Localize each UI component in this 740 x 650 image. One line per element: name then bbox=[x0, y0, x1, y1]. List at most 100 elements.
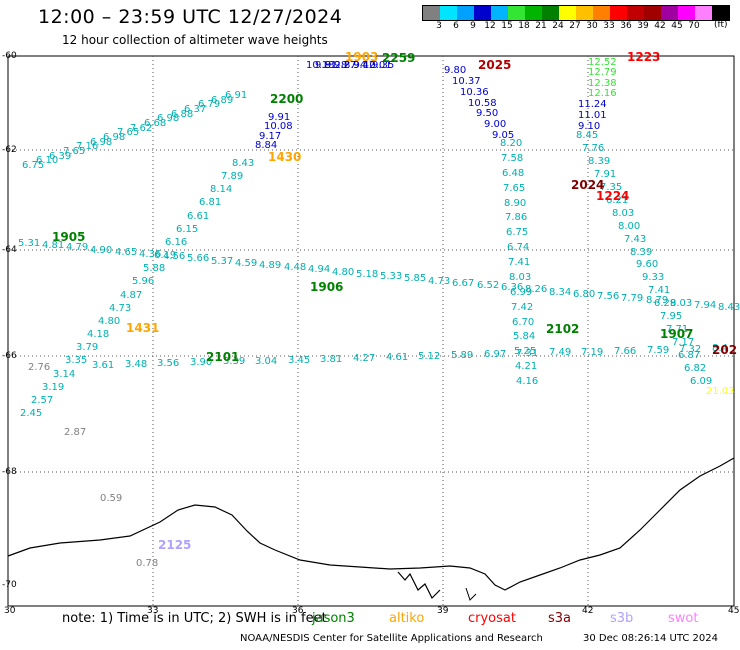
legend-tick: 27 bbox=[569, 21, 581, 31]
wave-height-value: 7.31 bbox=[516, 348, 539, 359]
legend-swatch bbox=[542, 6, 559, 20]
wave-height-value: 0.59 bbox=[100, 493, 123, 504]
wave-height-value: 5.88 bbox=[143, 263, 166, 274]
color-scale-legend bbox=[422, 5, 730, 21]
footer-credit: NOAA/NESDIS Center for Satellite Applica… bbox=[240, 633, 543, 644]
lon-label: 45 bbox=[728, 606, 740, 616]
wave-height-value: 6.87 bbox=[678, 350, 701, 361]
wave-height-value: 3.39 bbox=[223, 356, 246, 367]
legend-swatch bbox=[457, 6, 474, 20]
graticule bbox=[8, 56, 734, 606]
legend-tick: 15 bbox=[501, 21, 513, 31]
wave-height-value: 2.45 bbox=[20, 408, 43, 419]
wave-height-value: 8.79 bbox=[646, 295, 669, 306]
pass-time-label: 202 bbox=[712, 343, 738, 357]
generated-timestamp: 30 Dec 08:26:14 UTC 2024 bbox=[583, 633, 718, 644]
legend-tick: 6 bbox=[453, 21, 459, 31]
wave-height-value: 6.19 bbox=[154, 250, 177, 261]
antarctic-coastline bbox=[7, 457, 735, 591]
wave-height-value: 6.98 bbox=[90, 137, 113, 148]
lat-label: -60 bbox=[2, 51, 17, 61]
wave-height-value: 7.58 bbox=[501, 153, 524, 164]
wave-height-value: 9.10 bbox=[578, 121, 601, 132]
legend-tick: 18 bbox=[518, 21, 530, 31]
wave-height-value: 5.89 bbox=[451, 350, 474, 361]
wave-height-value: 8.00 bbox=[618, 221, 641, 232]
wave-height-value: 11.01 bbox=[578, 110, 607, 121]
wave-height-value: 6.37 bbox=[184, 104, 207, 115]
wave-height-value: 6.82 bbox=[684, 363, 707, 374]
wave-height-value: 10.58 bbox=[468, 98, 497, 109]
wave-height-value: 4.56 bbox=[163, 251, 186, 262]
wave-height-value: 6.16 bbox=[165, 237, 188, 248]
legend-swatch bbox=[576, 6, 593, 20]
legend-tick: 30 bbox=[586, 21, 598, 31]
wave-height-value: 9.28 bbox=[325, 60, 348, 71]
wave-height-value: 7.65 bbox=[503, 183, 526, 194]
lat-label: -68 bbox=[2, 467, 17, 477]
wave-height-value: 9.17 bbox=[259, 131, 282, 142]
wave-height-value: 7.32 bbox=[679, 344, 702, 355]
wave-height-value: 3.19 bbox=[42, 382, 65, 393]
wave-height-value: 8.14 bbox=[210, 184, 233, 195]
wave-height-value: 2.57 bbox=[31, 395, 54, 406]
legend-tick: 21 bbox=[535, 21, 547, 31]
legend-tick: 36 bbox=[620, 21, 632, 31]
wave-height-value: 7.17 bbox=[672, 337, 695, 348]
wave-height-value: 5.18 bbox=[356, 269, 379, 280]
wave-height-value: 6.29 bbox=[654, 298, 677, 309]
wave-height-value: 2.76 bbox=[28, 362, 51, 373]
pass-time-label: 2259 bbox=[382, 51, 416, 65]
legend-swatch bbox=[423, 6, 440, 20]
wave-height-value: 6.98 bbox=[157, 113, 180, 124]
legend-tick: 24 bbox=[552, 21, 564, 31]
wave-height-value: 6.89 bbox=[211, 95, 234, 106]
lat-label: -70 bbox=[2, 580, 17, 590]
wave-height-value: 5.25 bbox=[514, 346, 537, 357]
legend-tick: 39 bbox=[637, 21, 649, 31]
legend-swatch bbox=[661, 6, 678, 20]
wave-height-value: 8.45 bbox=[576, 130, 599, 141]
legend-swatch bbox=[610, 6, 627, 20]
wave-height-value: 8.26 bbox=[525, 284, 548, 295]
legend-swatch bbox=[695, 6, 712, 20]
legend-tick: 3 bbox=[436, 21, 442, 31]
wave-height-value: 6.36 bbox=[501, 282, 524, 293]
wave-height-value: 8.94 bbox=[344, 60, 367, 71]
wave-height-value: 9.05 bbox=[492, 130, 515, 141]
wave-height-value: 7.65 bbox=[63, 146, 86, 157]
pass-time-label: 1430 bbox=[268, 150, 302, 164]
wave-height-value: 4.21 bbox=[515, 361, 538, 372]
wave-height-value: 6.10 bbox=[36, 155, 59, 166]
pass-time-label: 1903 bbox=[345, 50, 379, 64]
wave-height-value: 7.66 bbox=[614, 346, 637, 357]
legend-swatch bbox=[627, 6, 644, 20]
wave-height-value: 7.42 bbox=[511, 302, 534, 313]
wave-height-value: 3.04 bbox=[255, 356, 278, 367]
wave-height-value: 3.56 bbox=[157, 358, 180, 369]
wave-height-value: 6.75 bbox=[506, 227, 529, 238]
wave-height-value: 7.94 bbox=[694, 300, 717, 311]
wave-height-value: 8.03 bbox=[670, 298, 693, 309]
wave-height-value: 8.43 bbox=[232, 158, 255, 169]
wave-height-value: 4.80 bbox=[332, 267, 355, 278]
wave-height-value: 5.31 bbox=[18, 238, 41, 249]
wave-height-value: 7.95 bbox=[660, 311, 683, 322]
wave-height-value: 9.33 bbox=[642, 272, 665, 283]
wave-height-value: 5.85 bbox=[404, 273, 427, 284]
wave-height-value: 7.76 bbox=[582, 143, 605, 154]
wave-height-value: 3.14 bbox=[53, 369, 76, 380]
wave-height-value: 10.13 bbox=[306, 60, 335, 71]
pass-time-label: 2025 bbox=[478, 58, 512, 72]
wave-height-value: 10.08 bbox=[264, 121, 293, 132]
wave-height-value: 8.84 bbox=[255, 140, 278, 151]
pass-time-label: 2101 bbox=[206, 350, 240, 364]
satellite-swot: swot bbox=[668, 611, 699, 626]
satellite-altiko: altiko bbox=[389, 611, 425, 626]
wave-height-value: 3.79 bbox=[76, 342, 99, 353]
lon-label: 39 bbox=[437, 606, 449, 616]
pass-time-label: 2125 bbox=[158, 538, 192, 552]
wave-height-value: 5.37 bbox=[211, 256, 234, 267]
wave-height-value: 3.90 bbox=[190, 357, 213, 368]
wave-height-value: 6.79 bbox=[198, 99, 221, 110]
